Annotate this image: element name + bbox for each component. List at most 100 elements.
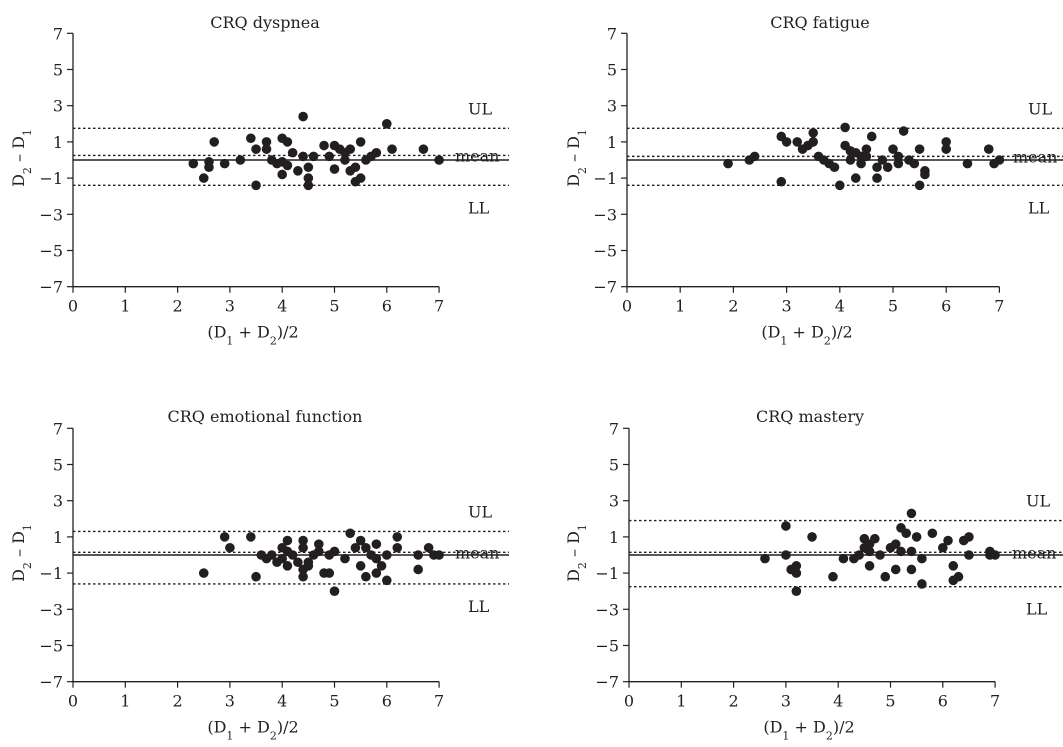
data-point <box>781 137 792 147</box>
x-tick-label: 0 <box>68 297 78 316</box>
chart-title: CRQ dyspnea <box>210 13 320 32</box>
data-point <box>864 561 875 571</box>
data-point <box>838 553 849 564</box>
x-tick-label: 2 <box>729 692 739 711</box>
data-point <box>791 568 802 578</box>
data-point <box>835 180 845 191</box>
x-tick-label: 1 <box>120 297 130 316</box>
data-point <box>866 131 877 142</box>
data-point <box>361 571 371 582</box>
y-tick-label: 3 <box>53 97 63 116</box>
x-tick-label: 4 <box>833 692 843 711</box>
data-point <box>350 542 361 553</box>
reference-label-mean: mean <box>455 146 499 165</box>
chart-title: CRQ fatigue <box>770 13 870 32</box>
data-point <box>355 535 366 546</box>
data-point <box>882 162 893 173</box>
data-point <box>893 151 904 162</box>
y-tick-label: 5 <box>607 61 617 80</box>
y-tick-label: 5 <box>53 456 63 475</box>
data-point <box>948 561 959 571</box>
data-point <box>791 561 802 571</box>
x-tick-label: 7 <box>990 692 1000 711</box>
panel-2: CRQ fatigue −7 −5 −3 −1 1 3 5 7 0 1 2 3 4 5 6 7 UL mean LL (… <box>564 13 1063 347</box>
data-point <box>303 173 314 183</box>
x-tick-label: 5 <box>888 297 898 316</box>
x-tick-label: 4 <box>277 297 287 316</box>
y-tick-label: 3 <box>609 492 619 511</box>
y-tick-label: −1 <box>39 564 63 583</box>
reference-label-mean: mean <box>1012 543 1056 562</box>
x-tick-label: 2 <box>728 297 738 316</box>
data-point <box>781 550 791 560</box>
data-point <box>287 550 298 560</box>
data-point <box>298 535 308 546</box>
data-point <box>877 155 888 165</box>
y-axis-label: D2 – D1 <box>9 524 34 582</box>
data-point <box>324 568 335 578</box>
x-tick-label: 7 <box>434 692 444 711</box>
data-point <box>917 553 927 564</box>
data-point <box>962 158 973 169</box>
data-point <box>434 550 444 560</box>
x-tick-label: 1 <box>676 692 686 711</box>
data-point <box>303 561 314 571</box>
y-tick-label: −3 <box>39 205 63 224</box>
data-point <box>298 542 308 553</box>
data-point <box>808 128 818 138</box>
data-point <box>382 575 392 586</box>
data-point <box>303 162 314 173</box>
x-axis-label: (D1 + D2)/2 <box>761 323 852 348</box>
data-point <box>198 173 209 183</box>
data-point <box>251 144 261 154</box>
chart-title: CRQ emotional function <box>168 407 363 426</box>
data-point <box>953 571 964 582</box>
data-point <box>840 122 850 133</box>
data-point <box>829 162 840 173</box>
y-tick-label: −7 <box>595 673 619 692</box>
data-point <box>901 528 911 539</box>
data-point <box>983 144 994 154</box>
data-point <box>791 586 802 596</box>
x-tick-label: 4 <box>835 297 845 316</box>
data-point <box>872 173 882 183</box>
data-point <box>941 137 951 147</box>
data-point <box>392 532 403 542</box>
x-tick-label: 5 <box>329 692 339 711</box>
data-point <box>235 155 246 165</box>
x-tick-label: 0 <box>624 692 634 711</box>
data-point <box>434 155 444 165</box>
data-point <box>914 180 925 191</box>
data-point <box>941 144 951 154</box>
y-tick-label: 5 <box>609 456 619 475</box>
data-point <box>371 553 382 564</box>
reference-label-ul: UL <box>1026 492 1050 511</box>
data-point <box>861 144 872 154</box>
data-point <box>324 151 335 162</box>
data-point <box>990 550 1000 560</box>
panel-4: CRQ mastery −7 −5 −3 −1 1 3 5 7 0 1 2 3 4 5 6 7 UL mean LL (… <box>564 407 1063 742</box>
data-point <box>355 173 366 183</box>
data-point <box>898 126 909 136</box>
y-tick-label: −7 <box>593 278 617 297</box>
x-tick-label: 6 <box>382 297 392 316</box>
x-tick-label: 7 <box>434 297 444 316</box>
data-point <box>906 564 917 575</box>
data-point <box>776 176 787 187</box>
data-point <box>340 553 350 564</box>
x-tick-label: 6 <box>938 692 948 711</box>
data-point <box>890 539 901 549</box>
x-tick-label: 6 <box>941 297 951 316</box>
x-tick-label: 3 <box>781 692 791 711</box>
y-tick-label: −1 <box>39 169 63 188</box>
x-tick-label: 0 <box>622 297 632 316</box>
reference-label-ll: LL <box>468 597 490 616</box>
data-point <box>856 158 866 169</box>
y-tick-label: −7 <box>39 673 63 692</box>
data-point <box>909 158 920 169</box>
data-point <box>355 561 366 571</box>
data-point <box>293 557 303 568</box>
y-tick-label: 7 <box>53 24 63 43</box>
reference-label-mean: mean <box>1013 147 1057 166</box>
data-point <box>251 180 261 191</box>
